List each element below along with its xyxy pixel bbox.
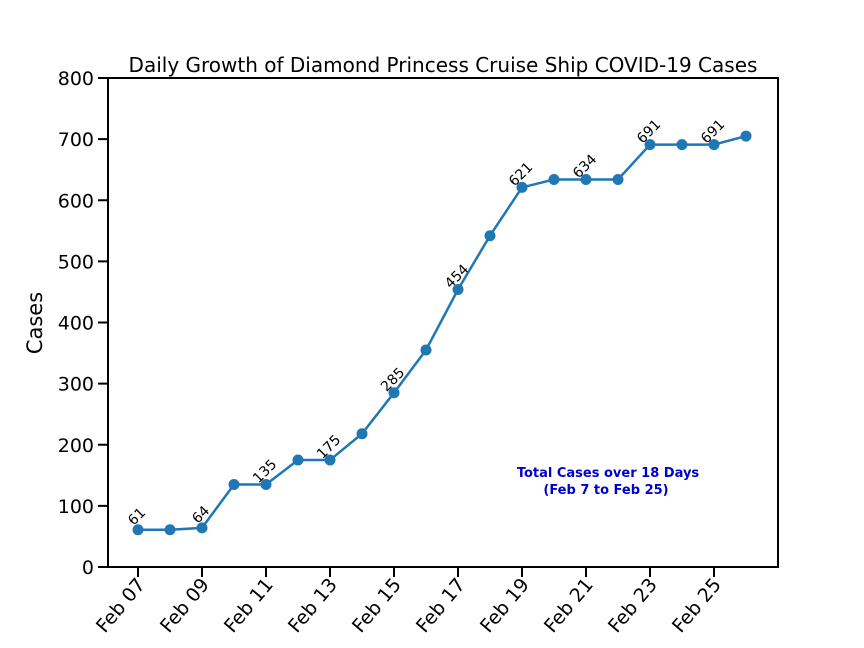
data-point [740,130,752,142]
data-point [132,524,144,536]
data-point [708,139,720,151]
y-tick-label: 700 [58,129,94,151]
data-label: 285 [378,365,408,395]
data-point [420,344,432,356]
y-tick-label: 100 [58,496,94,518]
y-tick-label: 800 [58,68,94,90]
data-label: 175 [314,432,344,462]
data-label: 61 [125,505,149,529]
annotation-text: Total Cases over 18 Days [517,466,700,481]
data-label: 454 [442,261,472,291]
x-tick-label: Feb 07 [92,574,150,637]
plot-frame [107,77,779,568]
data-point [580,173,592,185]
data-point [260,478,272,490]
x-tick-label: Feb 21 [540,574,598,637]
data-point [196,522,208,534]
chart-title: Daily Growth of Diamond Princess Cruise … [129,53,758,77]
x-tick-label: Feb 11 [220,574,278,637]
data-point [612,173,624,185]
data-point [516,181,528,193]
x-tick-label: Feb 13 [284,574,342,637]
data-point [676,139,688,151]
x-tick-label: Feb 15 [348,574,406,637]
data-label: 691 [634,117,664,147]
data-point [484,230,496,242]
data-point [452,283,464,295]
data-point [388,387,400,399]
x-tick-label: Feb 23 [604,574,662,637]
y-tick-label: 200 [58,435,94,457]
data-label: 64 [189,503,213,527]
data-point [644,139,656,151]
data-point [324,454,336,466]
data-point [228,478,240,490]
y-tick-label: 300 [58,374,94,396]
data-point [548,173,560,185]
annotation-text: (Feb 7 to Feb 25) [543,483,668,498]
x-tick-label: Feb 25 [668,574,726,637]
y-tick-label: 600 [58,190,94,212]
y-tick-label: 500 [58,251,94,273]
data-point [164,524,176,536]
data-point [356,428,368,440]
data-label: 634 [570,151,600,181]
x-tick-label: Feb 19 [476,574,534,637]
x-tick-label: Feb 17 [412,574,470,637]
y-axis-label: Cases [23,292,47,354]
x-tick-label: Feb 09 [156,574,214,637]
y-tick-label: 0 [82,557,94,579]
y-tick-label: 400 [58,313,94,335]
data-point [292,454,304,466]
data-label: 135 [250,457,280,487]
